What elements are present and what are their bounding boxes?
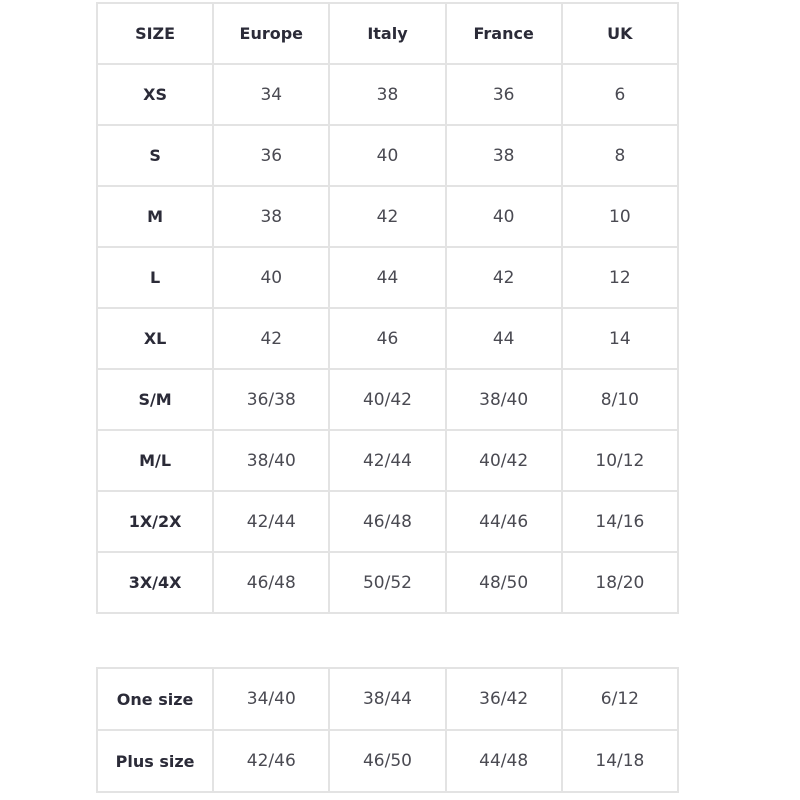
size-label-cell: XL xyxy=(95,307,215,370)
table-cell: 6/12 xyxy=(560,667,680,731)
table-cell: 40 xyxy=(444,185,563,248)
size-label-cell: L xyxy=(95,246,215,309)
table-cell: 14/18 xyxy=(560,729,680,793)
table-cell: 14/16 xyxy=(560,490,680,553)
table-cell: 42 xyxy=(328,185,447,248)
column-header: Italy xyxy=(328,2,447,65)
table-cell: 40 xyxy=(328,124,447,187)
table-cell: 10/12 xyxy=(560,429,680,492)
table-cell: 48/50 xyxy=(444,551,563,614)
table-cell: 36 xyxy=(444,63,563,126)
table-row: One size 34/40 38/44 36/42 6/12 xyxy=(95,667,680,731)
column-header: UK xyxy=(560,2,680,65)
table-cell: 42 xyxy=(444,246,563,309)
table-cell: 44 xyxy=(328,246,447,309)
table-cell: 36/38 xyxy=(212,368,331,431)
table-cell: 46 xyxy=(328,307,447,370)
table-cell: 10 xyxy=(560,185,680,248)
size-label-cell: 1X/2X xyxy=(95,490,215,553)
size-label-cell: M/L xyxy=(95,429,215,492)
table-cell: 36/42 xyxy=(444,667,563,731)
table-row: L 40 44 42 12 xyxy=(95,246,680,309)
table-cell: 34 xyxy=(212,63,331,126)
size-label-cell: M xyxy=(95,185,215,248)
size-label-cell: Plus size xyxy=(95,729,215,793)
table-cell: 44/48 xyxy=(444,729,563,793)
table-cell: 46/48 xyxy=(212,551,331,614)
column-header: Europe xyxy=(212,2,331,65)
table-cell: 8/10 xyxy=(560,368,680,431)
table-cell: 50/52 xyxy=(328,551,447,614)
table-cell: 44 xyxy=(444,307,563,370)
size-label-cell: S xyxy=(95,124,215,187)
table-row: S 36 40 38 8 xyxy=(95,124,680,187)
table-row: M 38 42 40 10 xyxy=(95,185,680,248)
table-cell: 38/40 xyxy=(212,429,331,492)
table-cell: 34/40 xyxy=(212,667,331,731)
table-cell: 46/50 xyxy=(328,729,447,793)
size-label-cell: S/M xyxy=(95,368,215,431)
table-cell: 8 xyxy=(560,124,680,187)
table-cell: 14 xyxy=(560,307,680,370)
table-cell: 40 xyxy=(212,246,331,309)
table-cell: 42/44 xyxy=(212,490,331,553)
table-cell: 12 xyxy=(560,246,680,309)
table-cell: 42/44 xyxy=(328,429,447,492)
table-cell: 42/46 xyxy=(212,729,331,793)
table-cell: 18/20 xyxy=(560,551,680,614)
table-cell: 44/46 xyxy=(444,490,563,553)
column-header: SIZE xyxy=(95,2,215,65)
table-cell: 38/40 xyxy=(444,368,563,431)
header-row: SIZE Europe Italy France UK xyxy=(95,2,680,65)
size-label-cell: One size xyxy=(95,667,215,731)
table-row: 3X/4X 46/48 50/52 48/50 18/20 xyxy=(95,551,680,614)
table-row: 1X/2X 42/44 46/48 44/46 14/16 xyxy=(95,490,680,553)
table-cell: 40/42 xyxy=(328,368,447,431)
special-sizes-table: One size 34/40 38/44 36/42 6/12 Plus size 42/4… xyxy=(95,667,680,793)
table-cell: 38 xyxy=(328,63,447,126)
size-label-cell: 3X/4X xyxy=(95,551,215,614)
table-cell: 42 xyxy=(212,307,331,370)
table-cell: 38/44 xyxy=(328,667,447,731)
size-label-cell: XS xyxy=(95,63,215,126)
column-header: France xyxy=(444,2,563,65)
table-cell: 38 xyxy=(444,124,563,187)
table-row: S/M 36/38 40/42 38/40 8/10 xyxy=(95,368,680,431)
table-cell: 40/42 xyxy=(444,429,563,492)
table-cell: 36 xyxy=(212,124,331,187)
table-cell: 38 xyxy=(212,185,331,248)
table-row: M/L 38/40 42/44 40/42 10/12 xyxy=(95,429,680,492)
table-cell: 46/48 xyxy=(328,490,447,553)
table-row: Plus size 42/46 46/50 44/48 14/18 xyxy=(95,729,680,793)
size-conversion-table: SIZE Europe Italy France UK XS 34 38 36 6 S 36 40 38 8… xyxy=(95,2,680,614)
table-cell: 6 xyxy=(560,63,680,126)
table-row: XL 42 46 44 14 xyxy=(95,307,680,370)
table-row: XS 34 38 36 6 xyxy=(95,63,680,126)
